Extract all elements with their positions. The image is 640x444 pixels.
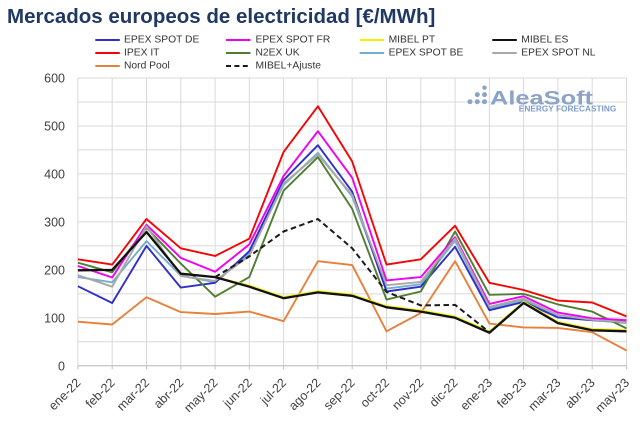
svg-text:IPEX IT: IPEX IT <box>124 48 160 59</box>
svg-text:0: 0 <box>58 359 65 373</box>
svg-text:400: 400 <box>44 167 65 181</box>
svg-text:100: 100 <box>44 311 65 325</box>
svg-text:EPEX SPOT NL: EPEX SPOT NL <box>521 48 595 59</box>
svg-text:MIBEL ES: MIBEL ES <box>521 35 568 46</box>
svg-text:EPEX SPOT DE: EPEX SPOT DE <box>124 35 199 46</box>
svg-text:300: 300 <box>44 215 65 229</box>
svg-text:EPEX SPOT FR: EPEX SPOT FR <box>256 35 331 46</box>
svg-text:600: 600 <box>44 72 65 86</box>
svg-text:MIBEL+Ajuste: MIBEL+Ajuste <box>256 61 322 72</box>
svg-text:MIBEL PT: MIBEL PT <box>389 35 436 46</box>
svg-text:Mercados europeos de electrici: Mercados europeos de electricidad [€/MWh… <box>7 5 435 28</box>
svg-text:N2EX UK: N2EX UK <box>256 48 300 59</box>
svg-text:AleaSoft: AleaSoft <box>490 89 594 110</box>
svg-text:EPEX SPOT BE: EPEX SPOT BE <box>389 48 464 59</box>
svg-text:500: 500 <box>44 120 65 134</box>
svg-text:200: 200 <box>44 263 65 277</box>
svg-text:Nord Pool: Nord Pool <box>124 61 170 72</box>
svg-text:ENERGY FORECASTING: ENERGY FORECASTING <box>519 104 617 114</box>
